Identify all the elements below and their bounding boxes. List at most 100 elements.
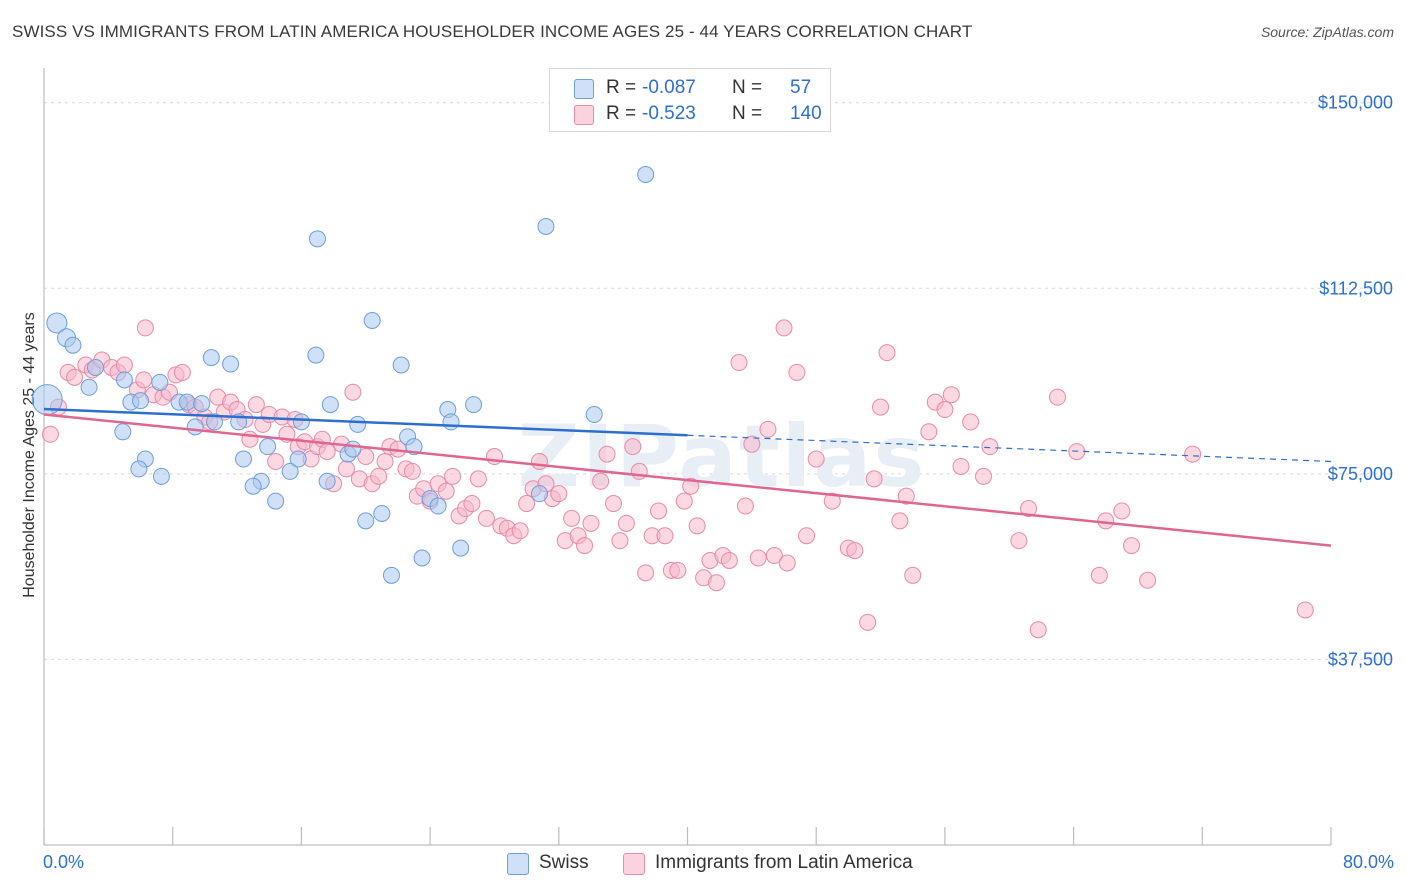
latin-point (511, 522, 529, 540)
swiss-point (244, 477, 262, 495)
latin-point (624, 438, 642, 456)
swiss-point (344, 440, 362, 458)
latin-point (598, 445, 616, 463)
swiss-point (80, 378, 98, 396)
latin-point (136, 319, 154, 337)
n-label: N = (732, 77, 763, 98)
swiss-point (206, 413, 224, 431)
latin-point (477, 509, 495, 527)
latin-point (518, 495, 536, 513)
latin-point (962, 413, 980, 431)
n-value: 140 (790, 103, 822, 124)
latin-point (897, 487, 915, 505)
swiss-point (289, 450, 307, 468)
latin-point (1296, 601, 1314, 619)
swiss-point (413, 549, 431, 567)
latin-point (865, 470, 883, 488)
latin-point (682, 477, 700, 495)
latin-point (617, 514, 635, 532)
latin-point (807, 450, 825, 468)
swiss-point (281, 462, 299, 480)
swiss-point (267, 492, 285, 510)
latin-point (115, 356, 133, 374)
latin-point (463, 495, 481, 513)
swiss-point (64, 336, 82, 354)
latin-point (66, 368, 84, 386)
latin-point (736, 497, 754, 515)
latin-point (846, 542, 864, 560)
latin-point (1010, 532, 1028, 550)
latin-swatch (574, 105, 594, 125)
latin-trend-line (43, 413, 1332, 547)
watermark: ZIPatlas (518, 407, 927, 507)
latin-swatch (623, 853, 645, 875)
latin-point (981, 438, 999, 456)
source-label: Source: ZipAtlas.com (1260, 24, 1394, 40)
swiss-point (152, 467, 170, 485)
swiss-point (202, 349, 220, 367)
swiss-point (349, 415, 367, 433)
latin-point (563, 509, 581, 527)
latin-point (550, 485, 568, 503)
latin-point (582, 514, 600, 532)
latin-point (1184, 445, 1202, 463)
latin-point (720, 551, 738, 569)
y-tick-label: $37,500 (1328, 649, 1393, 669)
latin-point (592, 472, 610, 490)
swiss-point (363, 311, 381, 329)
swiss-point (465, 396, 483, 414)
swiss-swatch (507, 853, 529, 875)
latin-point (376, 453, 394, 470)
swiss-point (637, 165, 655, 183)
latin-point (173, 363, 191, 381)
latin-point (444, 467, 462, 485)
latin-point (759, 420, 777, 438)
swiss-point (318, 472, 336, 490)
latin-point (775, 319, 793, 337)
swiss-swatch (574, 79, 594, 99)
latin-point (1123, 537, 1141, 555)
latin-point (823, 492, 841, 510)
swiss-point (321, 396, 339, 414)
latin-point (135, 371, 153, 389)
n-value: 57 (790, 77, 812, 98)
swiss-point (452, 539, 470, 557)
swiss-point (530, 485, 548, 503)
latin-point (975, 467, 993, 485)
latin-point (765, 547, 783, 565)
swiss-point (114, 423, 132, 441)
bottom-legend-label: Swiss (539, 852, 589, 873)
latin-point (878, 344, 896, 362)
swiss-point (585, 405, 603, 423)
swiss-point (442, 413, 460, 431)
latin-point (778, 554, 796, 572)
swiss-point (151, 373, 169, 391)
latin-point (344, 383, 362, 401)
latin-point (650, 502, 668, 520)
r-label: R = (606, 103, 637, 124)
latin-point (241, 430, 259, 448)
latin-point (1029, 621, 1047, 639)
swiss-point (86, 358, 104, 376)
swiss-point (357, 512, 375, 530)
swiss-point (382, 566, 400, 584)
latin-point (798, 527, 816, 545)
latin-point (707, 574, 725, 592)
y-tick-label: $75,000 (1328, 464, 1393, 484)
swiss-point (234, 450, 252, 468)
latin-point (469, 470, 487, 488)
latin-point (576, 537, 594, 555)
r-label: R = (606, 77, 637, 98)
latin-point (942, 386, 960, 404)
bottom-legend-label: Immigrants from Latin America (655, 852, 913, 873)
latin-point (675, 492, 693, 510)
swiss-trend-line (43, 407, 688, 437)
swiss-point (186, 418, 204, 436)
latin-point (637, 564, 655, 582)
chart-title: SWISS VS IMMIGRANTS FROM LATIN AMERICA H… (12, 22, 973, 41)
swiss-point (307, 346, 325, 364)
swiss-point (193, 395, 211, 413)
latin-point (872, 398, 890, 416)
latin-point (41, 425, 59, 443)
n-label: N = (732, 103, 763, 124)
